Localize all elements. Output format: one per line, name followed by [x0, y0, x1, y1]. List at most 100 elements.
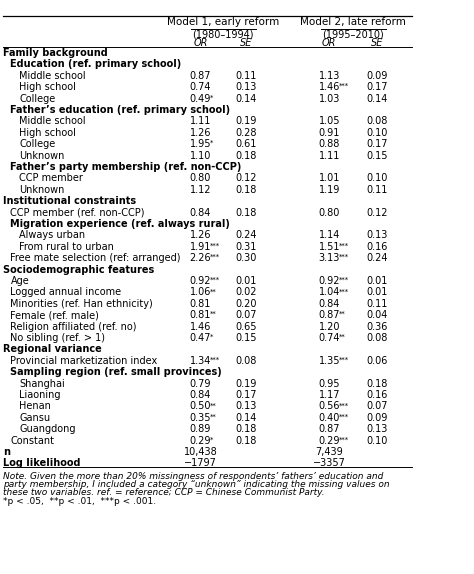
Text: **: **: [210, 311, 217, 317]
Text: 0.50: 0.50: [190, 401, 211, 412]
Text: 0.18: 0.18: [236, 150, 257, 161]
Text: 0.79: 0.79: [190, 379, 211, 389]
Text: 1.06: 1.06: [190, 288, 211, 297]
Text: 0.92: 0.92: [190, 276, 211, 286]
Text: 0.87: 0.87: [319, 310, 340, 320]
Text: College: College: [19, 94, 55, 103]
Text: 0.17: 0.17: [366, 139, 388, 149]
Text: 0.15: 0.15: [366, 150, 388, 161]
Text: ***: ***: [210, 243, 220, 249]
Text: 0.13: 0.13: [366, 230, 388, 241]
Text: 0.18: 0.18: [366, 379, 388, 389]
Text: *p < .05,  **p < .01,  ***p < .001.: *p < .05, **p < .01, ***p < .001.: [3, 497, 156, 506]
Text: 0.29: 0.29: [319, 436, 340, 445]
Text: ***: ***: [339, 414, 349, 420]
Text: **: **: [339, 311, 346, 317]
Text: 0.40: 0.40: [319, 413, 340, 423]
Text: Institutional constraints: Institutional constraints: [3, 196, 136, 206]
Text: 0.92: 0.92: [319, 276, 340, 286]
Text: these two variables. ref. = reference; CCP = Chinese Communist Party.: these two variables. ref. = reference; C…: [3, 488, 325, 497]
Text: 0.07: 0.07: [366, 401, 388, 412]
Text: ***: ***: [339, 437, 349, 443]
Text: (1980–1994): (1980–1994): [192, 29, 254, 40]
Text: 0.12: 0.12: [236, 173, 257, 184]
Text: Always urban: Always urban: [19, 230, 85, 241]
Text: 0.56: 0.56: [319, 401, 340, 412]
Text: ***: ***: [339, 277, 349, 283]
Text: ***: ***: [210, 277, 220, 283]
Text: Guangdong: Guangdong: [19, 424, 75, 434]
Text: 0.18: 0.18: [236, 208, 257, 218]
Text: ***: ***: [339, 83, 349, 89]
Text: 1.91: 1.91: [190, 242, 211, 252]
Text: 0.01: 0.01: [366, 276, 388, 286]
Text: 0.14: 0.14: [236, 413, 257, 423]
Text: Shanghai: Shanghai: [19, 379, 65, 389]
Text: ***: ***: [339, 357, 349, 363]
Text: 0.87: 0.87: [190, 71, 211, 81]
Text: High school: High school: [19, 128, 76, 138]
Text: *: *: [210, 140, 213, 146]
Text: 0.35: 0.35: [190, 413, 211, 423]
Text: Middle school: Middle school: [19, 117, 86, 126]
Text: OR: OR: [193, 38, 208, 48]
Text: 0.36: 0.36: [366, 321, 388, 332]
Text: 0.95: 0.95: [319, 379, 340, 389]
Text: 0.91: 0.91: [319, 128, 340, 138]
Text: 0.09: 0.09: [366, 413, 388, 423]
Text: 0.81: 0.81: [190, 310, 211, 320]
Text: *: *: [210, 334, 213, 340]
Text: 0.30: 0.30: [236, 253, 257, 263]
Text: Sampling region (ref. small provinces): Sampling region (ref. small provinces): [10, 367, 222, 377]
Text: 1.10: 1.10: [190, 150, 211, 161]
Text: Father’s party membership (ref. non-CCP): Father’s party membership (ref. non-CCP): [10, 162, 242, 172]
Text: 0.24: 0.24: [366, 253, 388, 263]
Text: Education (ref. primary school): Education (ref. primary school): [10, 59, 182, 69]
Text: Log likelihood: Log likelihood: [3, 459, 81, 468]
Text: 0.84: 0.84: [190, 390, 211, 400]
Text: 1.13: 1.13: [319, 71, 340, 81]
Text: 0.12: 0.12: [366, 208, 388, 218]
Text: SE: SE: [240, 38, 253, 48]
Text: Female (ref. male): Female (ref. male): [10, 310, 100, 320]
Text: Age: Age: [10, 276, 29, 286]
Text: 0.87: 0.87: [319, 424, 340, 434]
Text: *: *: [210, 437, 213, 443]
Text: Regional variance: Regional variance: [3, 344, 101, 354]
Text: College: College: [19, 139, 55, 149]
Text: 0.18: 0.18: [236, 185, 257, 195]
Text: Middle school: Middle school: [19, 71, 86, 81]
Text: Provincial marketization index: Provincial marketization index: [10, 356, 158, 366]
Text: Logged annual income: Logged annual income: [10, 288, 122, 297]
Text: **: **: [210, 288, 217, 294]
Text: 0.80: 0.80: [190, 173, 211, 184]
Text: Migration experience (ref. always rural): Migration experience (ref. always rural): [10, 219, 230, 229]
Text: 1.17: 1.17: [319, 390, 340, 400]
Text: 1.51: 1.51: [319, 242, 340, 252]
Text: 0.18: 0.18: [236, 436, 257, 445]
Text: 0.89: 0.89: [190, 424, 211, 434]
Text: 1.46: 1.46: [319, 82, 340, 92]
Text: ***: ***: [339, 243, 349, 249]
Text: 1.26: 1.26: [190, 230, 211, 241]
Text: 0.08: 0.08: [236, 356, 257, 366]
Text: 0.10: 0.10: [366, 436, 388, 445]
Text: *: *: [210, 95, 213, 100]
Text: party membership, I included a category “unknown” indicating the missing values : party membership, I included a category …: [3, 480, 390, 489]
Text: 0.09: 0.09: [366, 71, 388, 81]
Text: CCP member (ref. non-CCP): CCP member (ref. non-CCP): [10, 208, 145, 218]
Text: 0.84: 0.84: [190, 208, 211, 218]
Text: 0.13: 0.13: [236, 82, 257, 92]
Text: ***: ***: [210, 357, 220, 363]
Text: Henan: Henan: [19, 401, 51, 412]
Text: 1.35: 1.35: [319, 356, 340, 366]
Text: 1.11: 1.11: [319, 150, 340, 161]
Text: Father’s education (ref. primary school): Father’s education (ref. primary school): [10, 105, 231, 115]
Text: 7,439: 7,439: [315, 447, 343, 457]
Text: Minorities (ref. Han ethnicity): Minorities (ref. Han ethnicity): [10, 299, 153, 309]
Text: Unknown: Unknown: [19, 150, 64, 161]
Text: Unknown: Unknown: [19, 185, 64, 195]
Text: 0.16: 0.16: [366, 242, 388, 252]
Text: 1.11: 1.11: [190, 117, 211, 126]
Text: 0.18: 0.18: [236, 424, 257, 434]
